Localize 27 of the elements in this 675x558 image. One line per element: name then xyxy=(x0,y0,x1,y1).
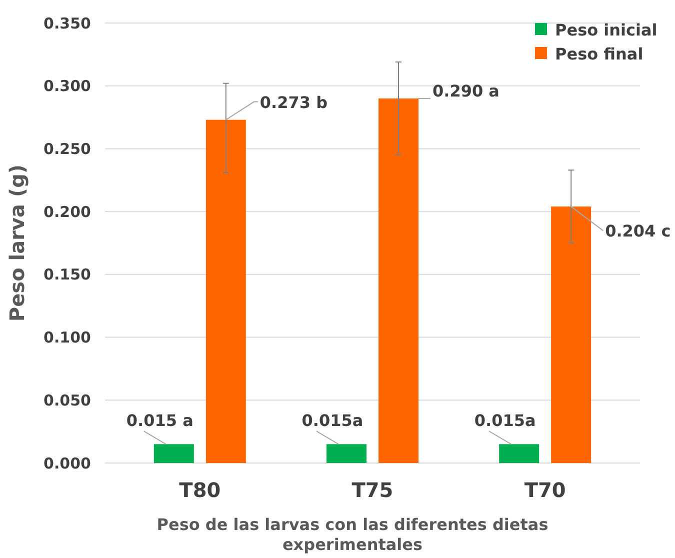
y-tick-label: 0.200 xyxy=(44,202,91,221)
bar xyxy=(378,98,418,463)
bar xyxy=(154,444,194,463)
bar xyxy=(551,206,592,463)
legend-label: Peso inicial xyxy=(555,20,658,40)
y-tick-label: 0.150 xyxy=(44,266,91,284)
bar xyxy=(326,444,366,463)
data-label: 0.290 a xyxy=(432,81,500,100)
y-tick-label: 0.050 xyxy=(44,391,91,410)
bar xyxy=(206,120,246,463)
x-axis-title: Peso de las larvas con las diferentes dietas experimentales xyxy=(156,515,548,554)
data-label: 0.273 b xyxy=(260,92,328,112)
y-tick-label: 0.350 xyxy=(44,14,91,32)
x-tick-label: T70 xyxy=(524,478,566,502)
x-tick-label: T80 xyxy=(179,478,221,502)
y-tick-label: 0.250 xyxy=(44,140,91,158)
x-tick-label: T75 xyxy=(352,478,394,502)
data-label: 0.015 a xyxy=(126,411,194,430)
y-axis-title: Peso larva (g) xyxy=(5,164,29,322)
data-label: 0.204 c xyxy=(605,222,671,241)
data-label: 0.015a xyxy=(302,411,364,430)
data-label: 0.015a xyxy=(474,411,536,430)
y-tick-label: 0.000 xyxy=(44,454,91,472)
legend-label: Peso final xyxy=(555,44,644,64)
y-tick-label: 0.100 xyxy=(44,328,91,347)
bar xyxy=(499,444,540,463)
y-tick-label: 0.300 xyxy=(44,77,91,96)
